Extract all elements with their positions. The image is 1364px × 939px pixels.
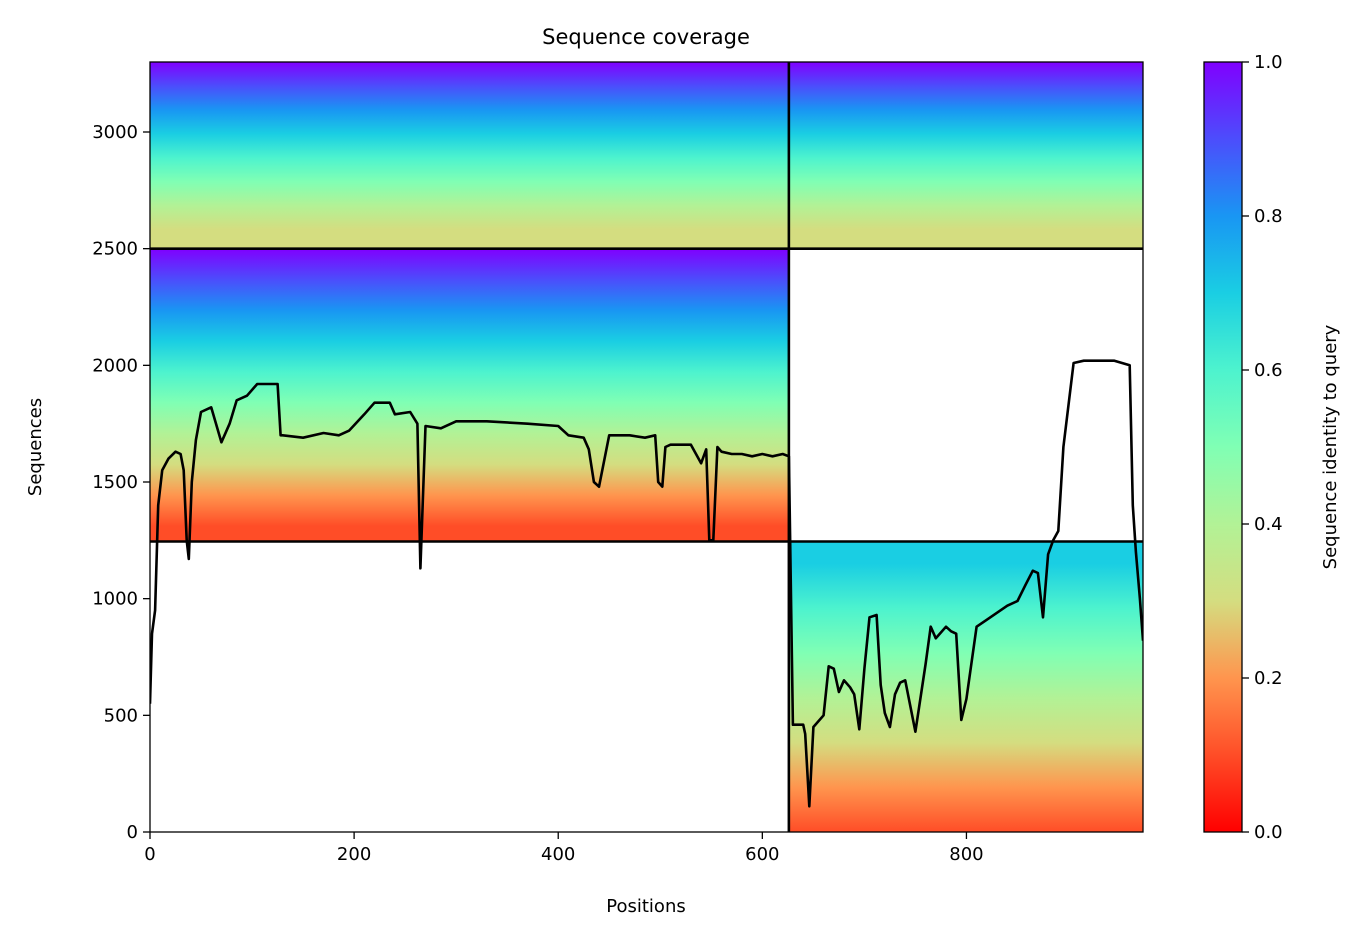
colorbar-tick-label: 0.0 — [1254, 822, 1283, 843]
y-tick-label: 2500 — [92, 239, 138, 260]
x-tick-label: 400 — [541, 844, 575, 865]
x-tick-label: 800 — [949, 844, 983, 865]
x-tick-label: 600 — [745, 844, 779, 865]
chart-title: Sequence coverage — [542, 25, 750, 49]
colorbar-tick-label: 0.4 — [1254, 514, 1283, 535]
coverage-block — [150, 248, 789, 542]
colorbar-tick-label: 1.0 — [1254, 52, 1283, 73]
y-tick-label: 2000 — [92, 355, 138, 376]
y-axis-label: Sequences — [25, 398, 46, 496]
colorbar: 0.0 0.2 0.4 0.6 0.8 1.0 Sequence identity to … — [1203, 52, 1341, 843]
colorbar-tick-label: 0.6 — [1254, 360, 1283, 381]
x-axis-label: Positions — [606, 896, 685, 917]
y-tick-label: 1500 — [92, 472, 138, 493]
y-tick-label: 0 — [127, 822, 138, 843]
coverage-line — [150, 359, 1143, 808]
colorbar-ticks: 0.0 0.2 0.4 0.6 0.8 1.0 — [1242, 52, 1283, 843]
y-tick-label: 500 — [104, 705, 138, 726]
plot-frame — [149, 61, 1144, 833]
y-axis: 0 500 1000 1500 2000 2500 3000 — [92, 122, 150, 843]
plot-area — [150, 62, 1143, 832]
coverage-block — [788, 541, 1143, 832]
x-tick-label: 0 — [144, 844, 155, 865]
coverage-blocks — [150, 62, 1143, 832]
colorbar-label: Sequence identity to query — [1320, 324, 1341, 569]
coverage-block — [788, 62, 1143, 249]
colorbar-tick-label: 0.2 — [1254, 668, 1283, 689]
colorbar-gradient — [1203, 61, 1243, 833]
colorbar-tick-label: 0.8 — [1254, 206, 1283, 227]
x-tick-label: 200 — [337, 844, 371, 865]
x-axis: 0 200 400 600 800 — [144, 832, 984, 865]
coverage-block — [150, 62, 789, 249]
chain-boundary-lines — [150, 62, 1143, 832]
y-tick-label: 3000 — [92, 122, 138, 143]
y-tick-label: 1000 — [92, 589, 138, 610]
